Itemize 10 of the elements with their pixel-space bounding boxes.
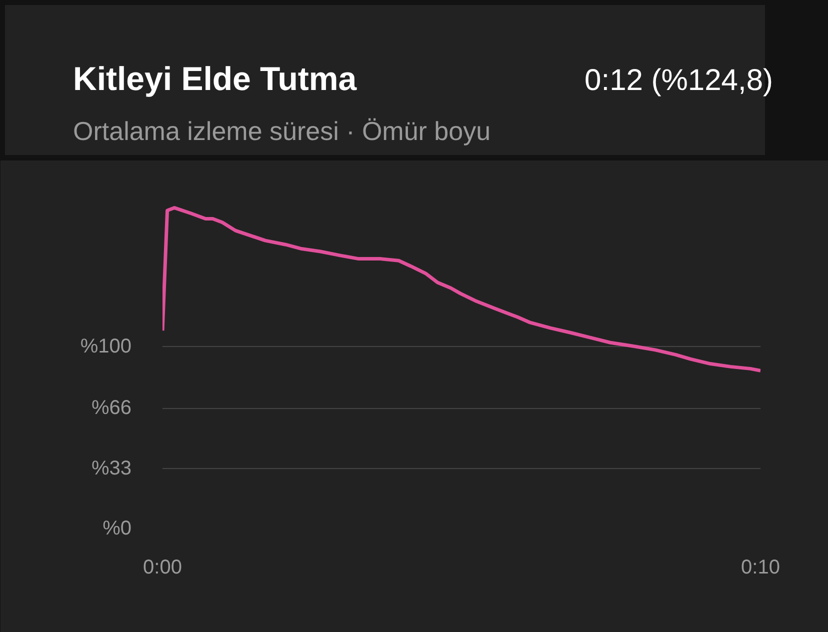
x-tick-label: 0:00: [143, 556, 182, 578]
line-series: [162, 206, 760, 372]
y-tick-label: %33: [91, 457, 132, 480]
chart-title: Kitleyi Elde Tutma: [73, 59, 357, 99]
x-tick-label: 0:10: [741, 556, 780, 578]
y-tick-label: %66: [91, 397, 132, 420]
text: 0:12 (%124,8): [584, 63, 773, 99]
y-tick-label: %100: [80, 335, 132, 358]
y-tick-label: %0: [102, 518, 132, 540]
chart-subtitle: Ortalama izleme süresi · Ömür boyu: [73, 114, 492, 148]
